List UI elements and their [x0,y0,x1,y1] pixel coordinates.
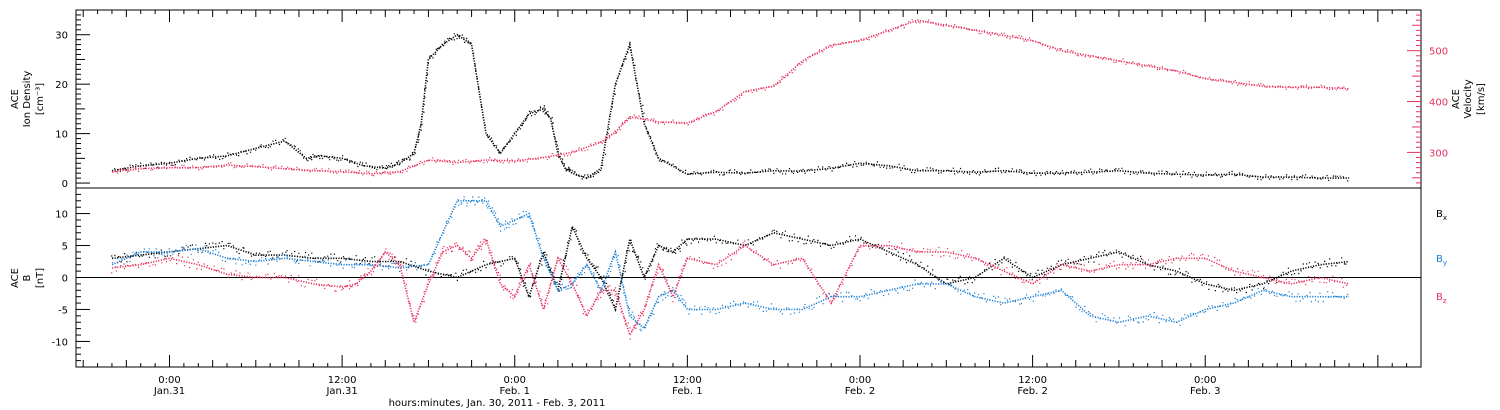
time-tick-date-label: Feb. 2 [845,386,875,397]
b-field-tick-label: 0 [62,274,68,285]
bz-series [111,237,1350,340]
ion-density-series [111,33,1350,182]
time-tick-label: 12:00 [673,375,702,386]
time-tick-date-label: Jan.31 [325,386,357,397]
velocity-tick-label: 400 [1429,98,1448,109]
ion-density-series-points [111,33,1349,182]
density-axis-label-line3: [cm⁻³] [35,83,46,115]
velocity-tick-label: 300 [1429,148,1448,159]
time-tick-label: 0:00 [849,375,871,386]
b-field-tick-label: -10 [52,337,68,348]
time-tick-label: 0:00 [158,375,180,386]
bz-series-trace [111,237,1350,337]
bz-series-points [111,238,1348,340]
legend-by: By [1436,254,1447,267]
b-field-axis-label-line2: B [22,274,33,281]
by-series-points [112,196,1349,332]
velocity-tick-label: 500 [1429,47,1448,58]
by-series [111,196,1350,332]
b-field-tick-label: 10 [55,210,68,221]
top-panel-series [111,19,1350,182]
time-tick-date-label: Feb. 1 [500,386,530,397]
time-tick-date-label: Feb. 2 [1017,386,1047,397]
ion-density-series-trace [111,33,1350,179]
b-field-tick-label: 5 [62,242,68,253]
legend-by-main: B [1436,254,1443,265]
velocity-series-points [112,19,1348,177]
velocity-series-trace [111,19,1350,175]
density-axis-ticks: 0 10 20 30 [55,14,90,190]
velocity-series [111,19,1350,177]
legend-by-sub: y [1443,259,1447,267]
b-field-axis-label-line1: ACE [10,268,21,288]
velocity-axis-ticks: 300 400 500 [1407,14,1448,184]
legend-bz: Bz [1436,292,1447,305]
time-tick-label: 12:00 [1018,375,1047,386]
legend-bx: Bx [1436,209,1447,222]
density-tick-label: 30 [55,31,68,42]
velocity-axis-label-line2: Velocity [1463,79,1474,118]
by-series-trace [111,200,1350,330]
bottom-panel-magnetic-field: -10 -5 0 5 10 ACE B [nT] Bx By Bz [10,187,1447,368]
density-tick-label: 10 [55,130,68,141]
legend-bz-sub: z [1443,297,1447,305]
top-panel-frame [75,9,1422,189]
bottom-panel-series [111,196,1350,340]
density-tick-label: 0 [62,179,68,190]
top-panel-density-velocity: 0 10 20 30 300 400 500 ACE Ion Density [cm⁻³]… [10,9,1487,190]
bx-series [111,223,1350,313]
density-axis-label-line2: Ion Density [22,71,33,128]
b-field-axis-label-line3: [nT] [35,268,46,288]
legend-bx-sub: x [1443,214,1447,222]
time-tick-date-label: Feb. 1 [672,386,702,397]
time-tick-label: 0:00 [504,375,526,386]
time-axis-label: hours:minutes, Jan. 30, 2011 - Feb. 3, 2… [389,398,606,409]
b-field-tick-label: -5 [58,305,68,316]
density-axis-label-line1: ACE [10,89,21,109]
time-tick-label: 12:00 [328,375,357,386]
bx-series-trace [111,223,1350,313]
velocity-axis-label-line1: ACE [1451,89,1462,109]
bx-series-points [111,227,1347,311]
time-tick-date-label: Jan.31 [153,386,185,397]
b-field-axis-ticks: -10 -5 0 5 10 [52,193,90,362]
density-tick-label: 20 [55,80,68,91]
b-component-legend: Bx By Bz [1436,209,1447,305]
legend-bx-main: B [1436,209,1443,220]
legend-bz-main: B [1436,292,1443,303]
time-tick-label: 0:00 [1194,375,1216,386]
velocity-axis-label-line3: [km/s] [1476,83,1487,115]
time-tick-date-label: Feb. 3 [1190,386,1220,397]
